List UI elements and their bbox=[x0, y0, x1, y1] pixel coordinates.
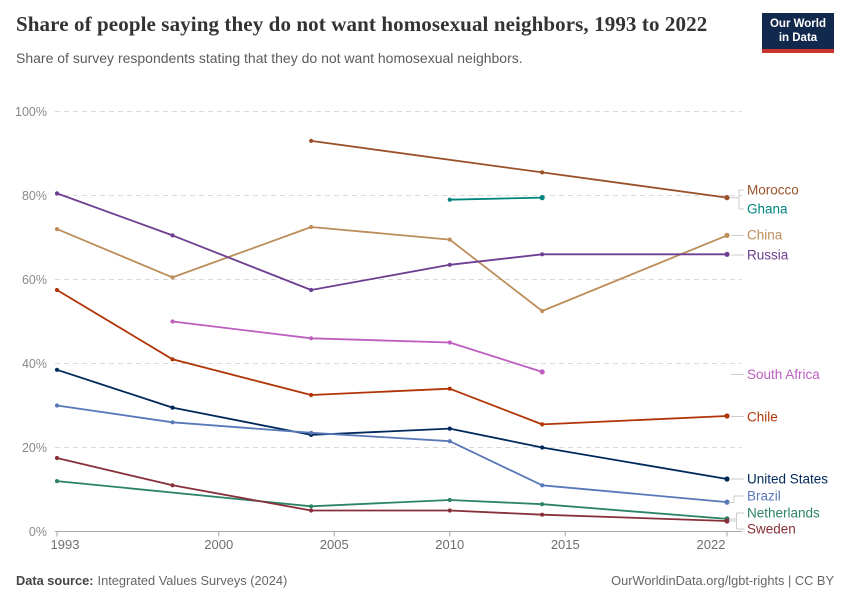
series-line-sweden[interactable] bbox=[56, 457, 728, 522]
entity-label-chile[interactable]: Chile bbox=[747, 410, 778, 425]
page-title: Share of people saying they do not want … bbox=[16, 12, 708, 36]
data-point-united-states-2010[interactable] bbox=[447, 426, 452, 431]
data-point-russia-1998[interactable] bbox=[170, 233, 175, 238]
data-point-morocco-2004[interactable] bbox=[309, 138, 314, 143]
data-point-sweden-2010[interactable] bbox=[447, 508, 452, 513]
y-tick-label-40: 40% bbox=[22, 357, 47, 371]
x-tick-label-2022: 2022 bbox=[697, 537, 726, 552]
owid-logo-red-bar bbox=[762, 49, 834, 53]
y-tick-label-60: 60% bbox=[22, 273, 47, 287]
y-tick-label-100: 100% bbox=[15, 105, 47, 119]
data-point-netherlands-2010[interactable] bbox=[447, 497, 452, 503]
series-line-russia[interactable] bbox=[56, 192, 728, 291]
y-tick-label-80: 80% bbox=[22, 189, 47, 203]
entity-label-united-states[interactable]: United States bbox=[747, 472, 828, 487]
data-point-russia-2004[interactable] bbox=[309, 287, 314, 293]
owid-logo-line1: Our World bbox=[769, 17, 826, 30]
entity-label-ghana[interactable]: Ghana bbox=[747, 202, 788, 217]
data-point-china-1998[interactable] bbox=[170, 275, 175, 280]
chart-header: Share of people saying they do not want … bbox=[16, 10, 746, 68]
entity-label-russia[interactable]: Russia bbox=[747, 248, 789, 263]
data-source-value: Integrated Values Surveys (2024) bbox=[97, 573, 288, 588]
series-line-united-states[interactable] bbox=[56, 368, 728, 480]
series-line-chile[interactable] bbox=[56, 289, 728, 426]
data-point-chile-1993[interactable] bbox=[54, 287, 60, 293]
data-point-chile-2022[interactable] bbox=[724, 413, 730, 419]
chart-subtitle: Share of survey respondents stating that… bbox=[16, 49, 523, 66]
data-point-china-1993[interactable] bbox=[54, 227, 60, 232]
data-point-ghana-2010[interactable] bbox=[447, 197, 452, 202]
entity-label-brazil[interactable]: Brazil bbox=[747, 489, 781, 504]
data-point-brazil-2014[interactable] bbox=[540, 483, 545, 488]
data-point-china-2014[interactable] bbox=[540, 308, 545, 314]
x-tick-label-2010: 2010 bbox=[435, 537, 464, 552]
x-tick-label-1993: 1993 bbox=[51, 537, 80, 552]
data-source-label: Data source: bbox=[16, 573, 94, 588]
owid-logo-text: Our World in Data bbox=[762, 13, 834, 49]
series-line-south-africa[interactable] bbox=[171, 320, 544, 373]
data-point-netherlands-2014[interactable] bbox=[540, 502, 545, 507]
data-point-morocco-2014[interactable] bbox=[540, 170, 545, 175]
x-tick-label-2015: 2015 bbox=[551, 537, 580, 552]
series-line-ghana[interactable] bbox=[448, 196, 544, 201]
data-point-netherlands-1993[interactable] bbox=[54, 479, 60, 484]
data-source-note: Data source: Integrated Values Surveys (2… bbox=[16, 573, 287, 588]
x-tick-label-2005: 2005 bbox=[320, 537, 349, 552]
data-point-brazil-2022[interactable] bbox=[724, 499, 730, 505]
data-point-russia-2014[interactable] bbox=[540, 252, 545, 257]
data-point-china-2022[interactable] bbox=[724, 232, 730, 238]
y-tick-label-20: 20% bbox=[22, 441, 47, 455]
series-line-brazil[interactable] bbox=[56, 404, 728, 504]
entity-label-south-africa[interactable]: South Africa bbox=[747, 367, 820, 382]
data-point-russia-1993[interactable] bbox=[54, 191, 60, 196]
series-line-china[interactable] bbox=[56, 226, 728, 312]
data-point-sweden-1998[interactable] bbox=[170, 483, 175, 488]
credit-link[interactable]: OurWorldinData.org/lgbt-rights | CC BY bbox=[611, 573, 834, 588]
data-point-sweden-2014[interactable] bbox=[540, 512, 545, 517]
chart-footer: Data source: Integrated Values Surveys (2… bbox=[16, 573, 834, 588]
data-point-united-states-2022[interactable] bbox=[724, 476, 730, 482]
data-point-south-africa-2004[interactable] bbox=[309, 336, 314, 341]
data-point-brazil-1993[interactable] bbox=[54, 403, 60, 408]
entity-label-morocco[interactable]: Morocco bbox=[747, 183, 799, 198]
y-tick-label-0: 0% bbox=[29, 525, 47, 539]
owid-logo-line2: in Data bbox=[778, 32, 818, 44]
x-tick-label-2000: 2000 bbox=[204, 537, 233, 552]
data-point-united-states-1993[interactable] bbox=[54, 367, 60, 372]
data-point-united-states-1998[interactable] bbox=[170, 405, 175, 410]
entity-label-sweden[interactable]: Sweden bbox=[747, 522, 796, 537]
owid-logo[interactable]: Our World in Data bbox=[762, 13, 834, 53]
data-point-united-states-2014[interactable] bbox=[540, 445, 545, 450]
data-point-china-2010[interactable] bbox=[447, 237, 452, 242]
entity-label-china[interactable]: China bbox=[747, 228, 783, 243]
data-point-brazil-2004[interactable] bbox=[309, 430, 314, 435]
data-point-chile-2010[interactable] bbox=[447, 386, 452, 391]
data-point-russia-2022[interactable] bbox=[724, 251, 730, 257]
data-point-ghana-2014[interactable] bbox=[539, 195, 545, 201]
data-point-chile-2014[interactable] bbox=[540, 422, 545, 427]
data-point-south-africa-2014[interactable] bbox=[539, 369, 545, 375]
data-point-morocco-2022[interactable] bbox=[724, 195, 730, 201]
entity-label-netherlands[interactable]: Netherlands bbox=[747, 506, 820, 521]
data-point-brazil-1998[interactable] bbox=[170, 420, 175, 425]
series-line-netherlands[interactable] bbox=[56, 480, 728, 520]
data-point-russia-2010[interactable] bbox=[447, 262, 452, 267]
series-line-morocco[interactable] bbox=[310, 139, 728, 199]
data-point-netherlands-2004[interactable] bbox=[309, 504, 314, 509]
data-point-sweden-1993[interactable] bbox=[54, 455, 60, 461]
data-point-brazil-2010[interactable] bbox=[447, 439, 452, 444]
data-point-chile-2004[interactable] bbox=[309, 392, 314, 398]
data-point-chile-1998[interactable] bbox=[170, 357, 175, 362]
data-point-south-africa-2010[interactable] bbox=[447, 340, 452, 345]
data-point-south-africa-1998[interactable] bbox=[170, 319, 175, 324]
data-point-china-2004[interactable] bbox=[309, 224, 314, 230]
data-point-sweden-2022[interactable] bbox=[724, 518, 730, 524]
data-point-sweden-2004[interactable] bbox=[309, 508, 314, 513]
